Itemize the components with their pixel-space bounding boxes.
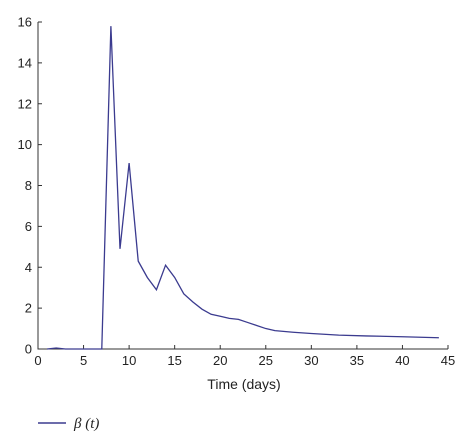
- x-tick-label: 0: [34, 353, 41, 368]
- y-tick-label: 12: [18, 96, 32, 111]
- y-axis-ticks: 0 2 4 6 8 10 12 14 16: [18, 15, 42, 357]
- x-tick-label: 10: [122, 353, 136, 368]
- x-tick-label: 45: [441, 353, 455, 368]
- x-tick-label: 25: [259, 353, 273, 368]
- y-tick-label: 8: [25, 178, 32, 193]
- x-tick-label: 30: [304, 353, 318, 368]
- x-axis-title: Time (days): [207, 376, 280, 392]
- legend-label-beta: β (t): [73, 416, 99, 432]
- y-tick-label: 16: [18, 15, 32, 30]
- y-tick-label: 2: [25, 301, 32, 316]
- x-tick-label: 35: [350, 353, 364, 368]
- x-tick-label: 40: [395, 353, 409, 368]
- series-lines: [47, 26, 439, 350]
- y-tick-label: 4: [25, 260, 32, 275]
- y-tick-label: 10: [18, 137, 32, 152]
- series-line-beta: [47, 26, 439, 350]
- x-tick-label: 15: [167, 353, 181, 368]
- y-tick-label: 14: [18, 55, 32, 70]
- x-tick-label: 5: [80, 353, 87, 368]
- plot-area: 0 5 10 15 20 25 30 35 40 45 0 2 4 6 8 10 12 14 16: [18, 15, 456, 369]
- axes-frame: [37, 22, 448, 350]
- x-axis-ticks: 0 5 10 15 20 25 30 35 40 45: [34, 345, 455, 368]
- y-tick-label: 6: [25, 219, 32, 234]
- legend: β (t): [38, 416, 99, 432]
- y-tick-label: 0: [25, 342, 32, 357]
- x-tick-label: 20: [213, 353, 227, 368]
